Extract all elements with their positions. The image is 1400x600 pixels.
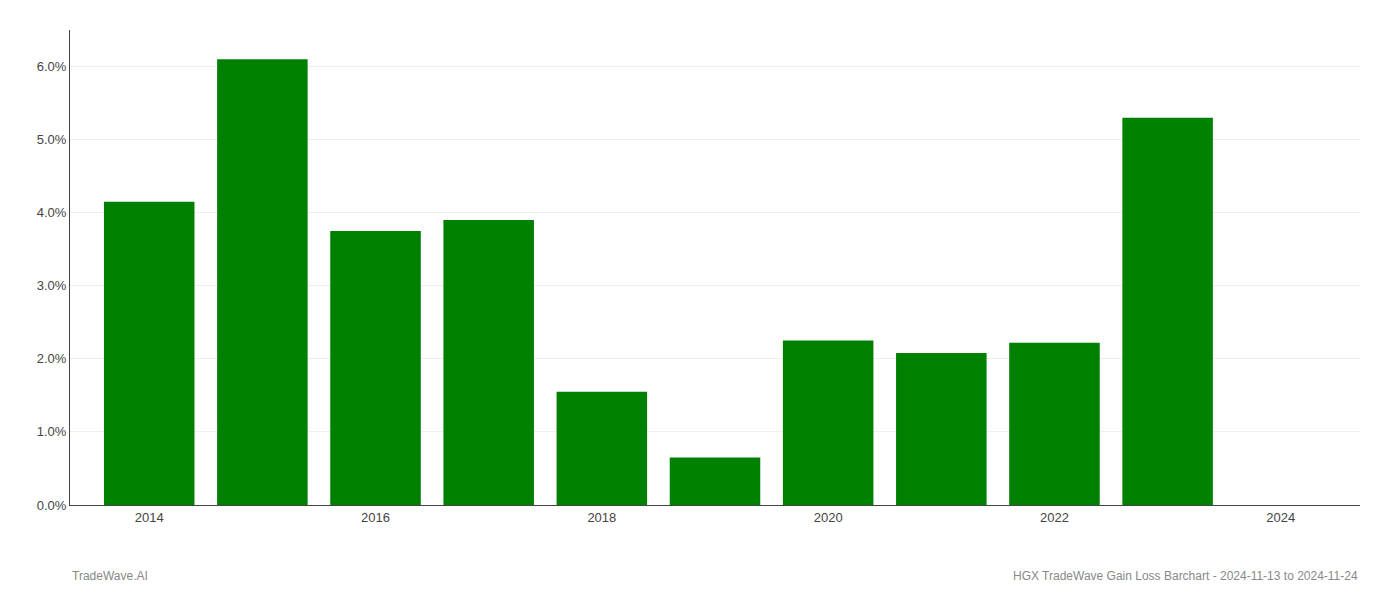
- svg-text:2014: 2014: [135, 510, 164, 525]
- svg-text:1.0%: 1.0%: [37, 424, 67, 439]
- svg-text:3.0%: 3.0%: [37, 278, 67, 293]
- svg-text:2020: 2020: [814, 510, 843, 525]
- svg-text:5.0%: 5.0%: [37, 132, 67, 147]
- svg-text:TradeWave.AI: TradeWave.AI: [72, 569, 148, 583]
- svg-text:4.0%: 4.0%: [37, 205, 67, 220]
- svg-text:2024: 2024: [1266, 510, 1295, 525]
- svg-text:2.0%: 2.0%: [37, 351, 67, 366]
- svg-text:2016: 2016: [361, 510, 390, 525]
- svg-text:6.0%: 6.0%: [37, 59, 67, 74]
- svg-text:2018: 2018: [587, 510, 616, 525]
- svg-text:HGX TradeWave Gain Loss Barcha: HGX TradeWave Gain Loss Barchart - 2024-…: [1013, 569, 1358, 583]
- svg-text:2022: 2022: [1040, 510, 1069, 525]
- svg-text:0.0%: 0.0%: [37, 498, 67, 513]
